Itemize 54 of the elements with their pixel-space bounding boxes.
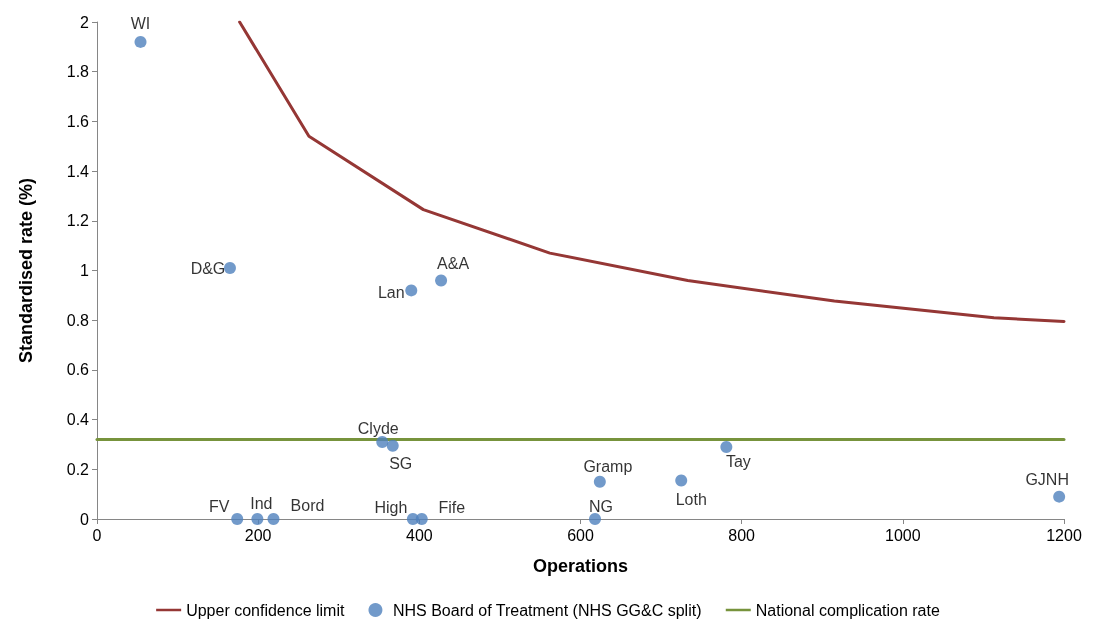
point xyxy=(593,475,606,488)
annotation: Clyde xyxy=(357,420,399,438)
annotation: FV xyxy=(208,497,230,515)
point xyxy=(675,474,688,487)
y-tick-label: 1.2 xyxy=(66,212,90,230)
point xyxy=(415,513,428,525)
y-tick-label: 0.8 xyxy=(66,311,90,329)
point xyxy=(386,439,399,452)
point xyxy=(405,284,418,297)
line-series xyxy=(238,20,1066,323)
x-tick-label: 400 xyxy=(405,526,433,544)
x-tick-label: 1200 xyxy=(1046,526,1082,544)
x-tick-label: 600 xyxy=(567,526,594,544)
annotation: High xyxy=(374,498,408,516)
point xyxy=(251,513,264,525)
annotation: SG xyxy=(389,455,413,473)
annotation: WI xyxy=(130,15,151,33)
point xyxy=(267,513,280,525)
y-axis-title: Standardised rate (%) xyxy=(16,177,36,364)
annotation: GJNH xyxy=(1025,471,1069,489)
legend-label: Upper confidence limit xyxy=(186,601,345,619)
y-tick-label: 0.6 xyxy=(66,361,90,379)
x-tick-label: 0 xyxy=(92,526,102,544)
annotation: Tay xyxy=(725,453,751,471)
point xyxy=(134,35,147,48)
y-tick-label: 0 xyxy=(80,510,90,528)
y-tick-label: 0.4 xyxy=(66,411,90,429)
x-tick-label: 200 xyxy=(244,526,272,544)
y-tick-label: 1.4 xyxy=(66,162,90,180)
legend-label: National complication rate xyxy=(755,601,940,619)
y-tick-label: 1.8 xyxy=(66,63,90,81)
point xyxy=(1053,490,1066,503)
point xyxy=(720,440,733,453)
annotation: Fife xyxy=(438,498,466,516)
annotation: Loth xyxy=(675,490,707,508)
annotation: D&G xyxy=(190,259,226,277)
annotation: Bord xyxy=(290,496,325,514)
annotation: A&A xyxy=(437,254,470,272)
annotation: Gramp xyxy=(583,458,633,476)
annotation: NG xyxy=(589,497,614,515)
x-tick-label: 1000 xyxy=(885,526,921,544)
y-tick-label: 1 xyxy=(80,262,90,279)
x-tick-label: 800 xyxy=(728,526,756,544)
point xyxy=(231,513,244,525)
annotation: Lan xyxy=(377,283,405,301)
y-tick-label: 0.2 xyxy=(66,460,90,478)
legend-label: NHS Board of Treatment (NHS GG&C split) xyxy=(392,601,702,619)
annotation: Ind xyxy=(250,494,273,512)
point xyxy=(223,262,236,275)
point xyxy=(435,274,448,287)
x-axis-title: Operations xyxy=(532,556,629,576)
point xyxy=(589,513,602,525)
y-tick-label: 2 xyxy=(80,13,90,31)
y-tick-label: 1.6 xyxy=(66,112,90,130)
